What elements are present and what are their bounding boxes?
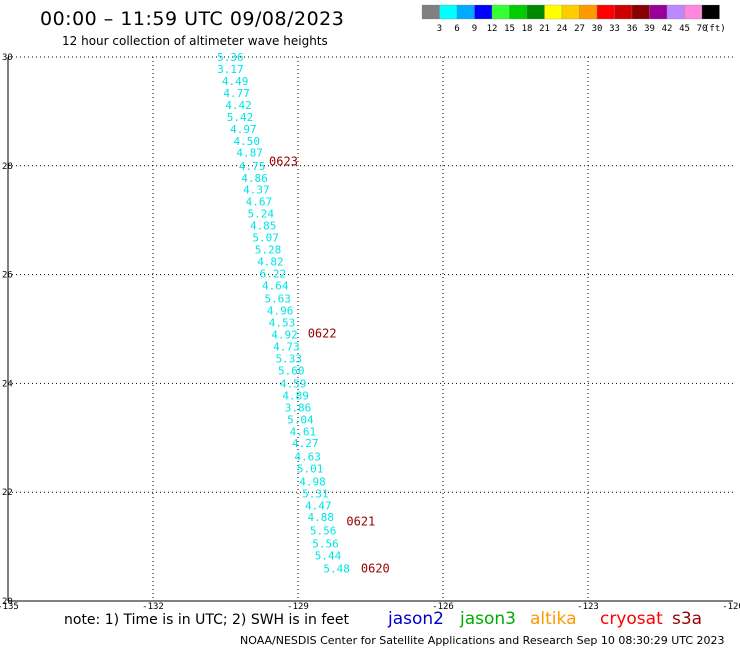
wave-height-label: 4.96 [267, 305, 294, 318]
wave-height-label: 5.56 [312, 537, 339, 550]
x-tick-label: -123 [577, 602, 599, 610]
x-tick-label: -120 [722, 602, 740, 610]
colorbar-swatch [701, 4, 720, 20]
chart: -135 -132 -129 -126 -123 -120 20 22 24 26 28 30 5.36… [0, 51, 740, 610]
wave-height-label: 4.73 [273, 340, 300, 353]
wave-height-label: 4.92 [271, 328, 298, 341]
wave-height-label: 4.42 [225, 99, 252, 112]
sat-s3a-label: s3a [672, 609, 703, 629]
wave-height-label: 5.04 [287, 413, 314, 426]
colorbar-label: 24 [557, 24, 568, 34]
colorbar-label: 18 [522, 24, 533, 34]
colorbar-label: 33 [609, 24, 620, 34]
wave-height-label: 4.67 [246, 196, 273, 209]
wave-height-label: 4.27 [292, 437, 319, 450]
wave-height-label: 4.63 [294, 450, 321, 463]
note-text: note: 1) Time is in UTC; 2) SWH is in fe… [64, 612, 350, 628]
colorbar-label: 3 [437, 24, 442, 34]
wave-height-label: 4.85 [250, 220, 277, 233]
y-tick-label: 30 [2, 53, 13, 63]
sat-jason2-label: jason2 [388, 609, 444, 629]
sat-jason3-label: jason3 [460, 609, 516, 629]
wave-height-label: 4.75 [239, 160, 266, 173]
colorbar-label: 39 [644, 24, 655, 34]
wave-height-label: 5.42 [227, 111, 254, 124]
colorbar-label: 30 [592, 24, 603, 34]
wave-height-label: 4.87 [236, 147, 263, 160]
wave-height-label: 4.88 [307, 511, 334, 524]
colorbar-label: 6 [454, 24, 459, 34]
wave-height-label: 4.89 [282, 389, 309, 402]
y-tick-label: 22 [2, 488, 13, 498]
x-tick-label: -126 [432, 602, 454, 610]
x-tick-label: -135 [0, 602, 19, 610]
wave-height-label: 4.53 [269, 316, 296, 329]
colorbar-unit: (ft) [704, 24, 726, 34]
wave-height-label: 5.33 [276, 352, 303, 365]
wave-height-label: 4.47 [305, 499, 332, 512]
colorbar-label: 45 [679, 24, 690, 34]
wave-height-label: 4.49 [222, 75, 249, 88]
chart-subtitle: 12 hour collection of altimeter wave hei… [62, 34, 328, 48]
colorbar-label: 36 [627, 24, 638, 34]
wave-height-label: 4.61 [290, 425, 317, 438]
credit-text: NOAA/NESDIS Center for Satellite Applica… [240, 634, 725, 647]
wave-height-label: 5.01 [297, 462, 324, 475]
colorbar-label: 15 [504, 24, 515, 34]
y-tick-label: 28 [2, 162, 13, 172]
wave-height-label: 4.37 [243, 184, 270, 197]
wave-height-label: 4.97 [230, 123, 257, 136]
wave-height-label: 4.98 [299, 475, 326, 488]
wave-height-label: 5.63 [264, 293, 291, 306]
x-tick-label: -129 [287, 602, 309, 610]
wave-height-label: 4.59 [280, 377, 307, 390]
time-label: 0623 [269, 154, 298, 168]
time-label: 0620 [361, 561, 390, 575]
wave-height-label: 5.56 [310, 524, 337, 537]
wave-height-label: 3.86 [285, 401, 312, 414]
wave-height-label: 5.28 [255, 244, 282, 257]
y-tick-label: 26 [2, 271, 13, 281]
wave-height-label: 5.31 [302, 487, 329, 500]
colorbar-label: 70 [697, 24, 708, 34]
colorbar-label: 42 [662, 24, 673, 34]
wave-height-label: 5.60 [278, 364, 305, 377]
colorbar-label: 27 [574, 24, 585, 34]
sat-cryosat-label: cryosat [600, 609, 663, 629]
wave-height-label: 5.24 [248, 208, 275, 221]
wave-height-label: 5.48 [323, 562, 350, 575]
page-title: 00:00 – 11:59 UTC 09/08/2023 [40, 8, 345, 30]
wave-height-label: 6.22 [260, 268, 287, 281]
colorbar-label: 12 [487, 24, 498, 34]
colorbar: 3 6 9 12 15 18 21 24 27 30 33 36 39 42 45 70(ft) [421, 4, 726, 34]
wave-height-label: 5.36 [217, 51, 244, 64]
wave-height-label: 4.82 [257, 256, 284, 269]
time-label: 0621 [346, 515, 375, 529]
wave-height-label: 4.64 [262, 279, 289, 292]
colorbar-label: 21 [539, 24, 550, 34]
sat-altika-label: altika [530, 609, 577, 629]
wave-height-label: 4.86 [241, 172, 268, 185]
wave-height-label: 5.44 [315, 549, 342, 562]
y-tick-label: 24 [2, 379, 13, 389]
y-tick-label: 20 [2, 597, 13, 607]
x-tick-label: -132 [142, 602, 164, 610]
wave-height-label: 4.50 [234, 135, 261, 148]
wave-height-label: 3.17 [217, 63, 244, 76]
time-label: 0622 [308, 326, 337, 340]
colorbar-label: 9 [472, 24, 477, 34]
wave-height-label: 4.77 [223, 87, 250, 100]
wave-height-label: 5.07 [252, 232, 279, 245]
